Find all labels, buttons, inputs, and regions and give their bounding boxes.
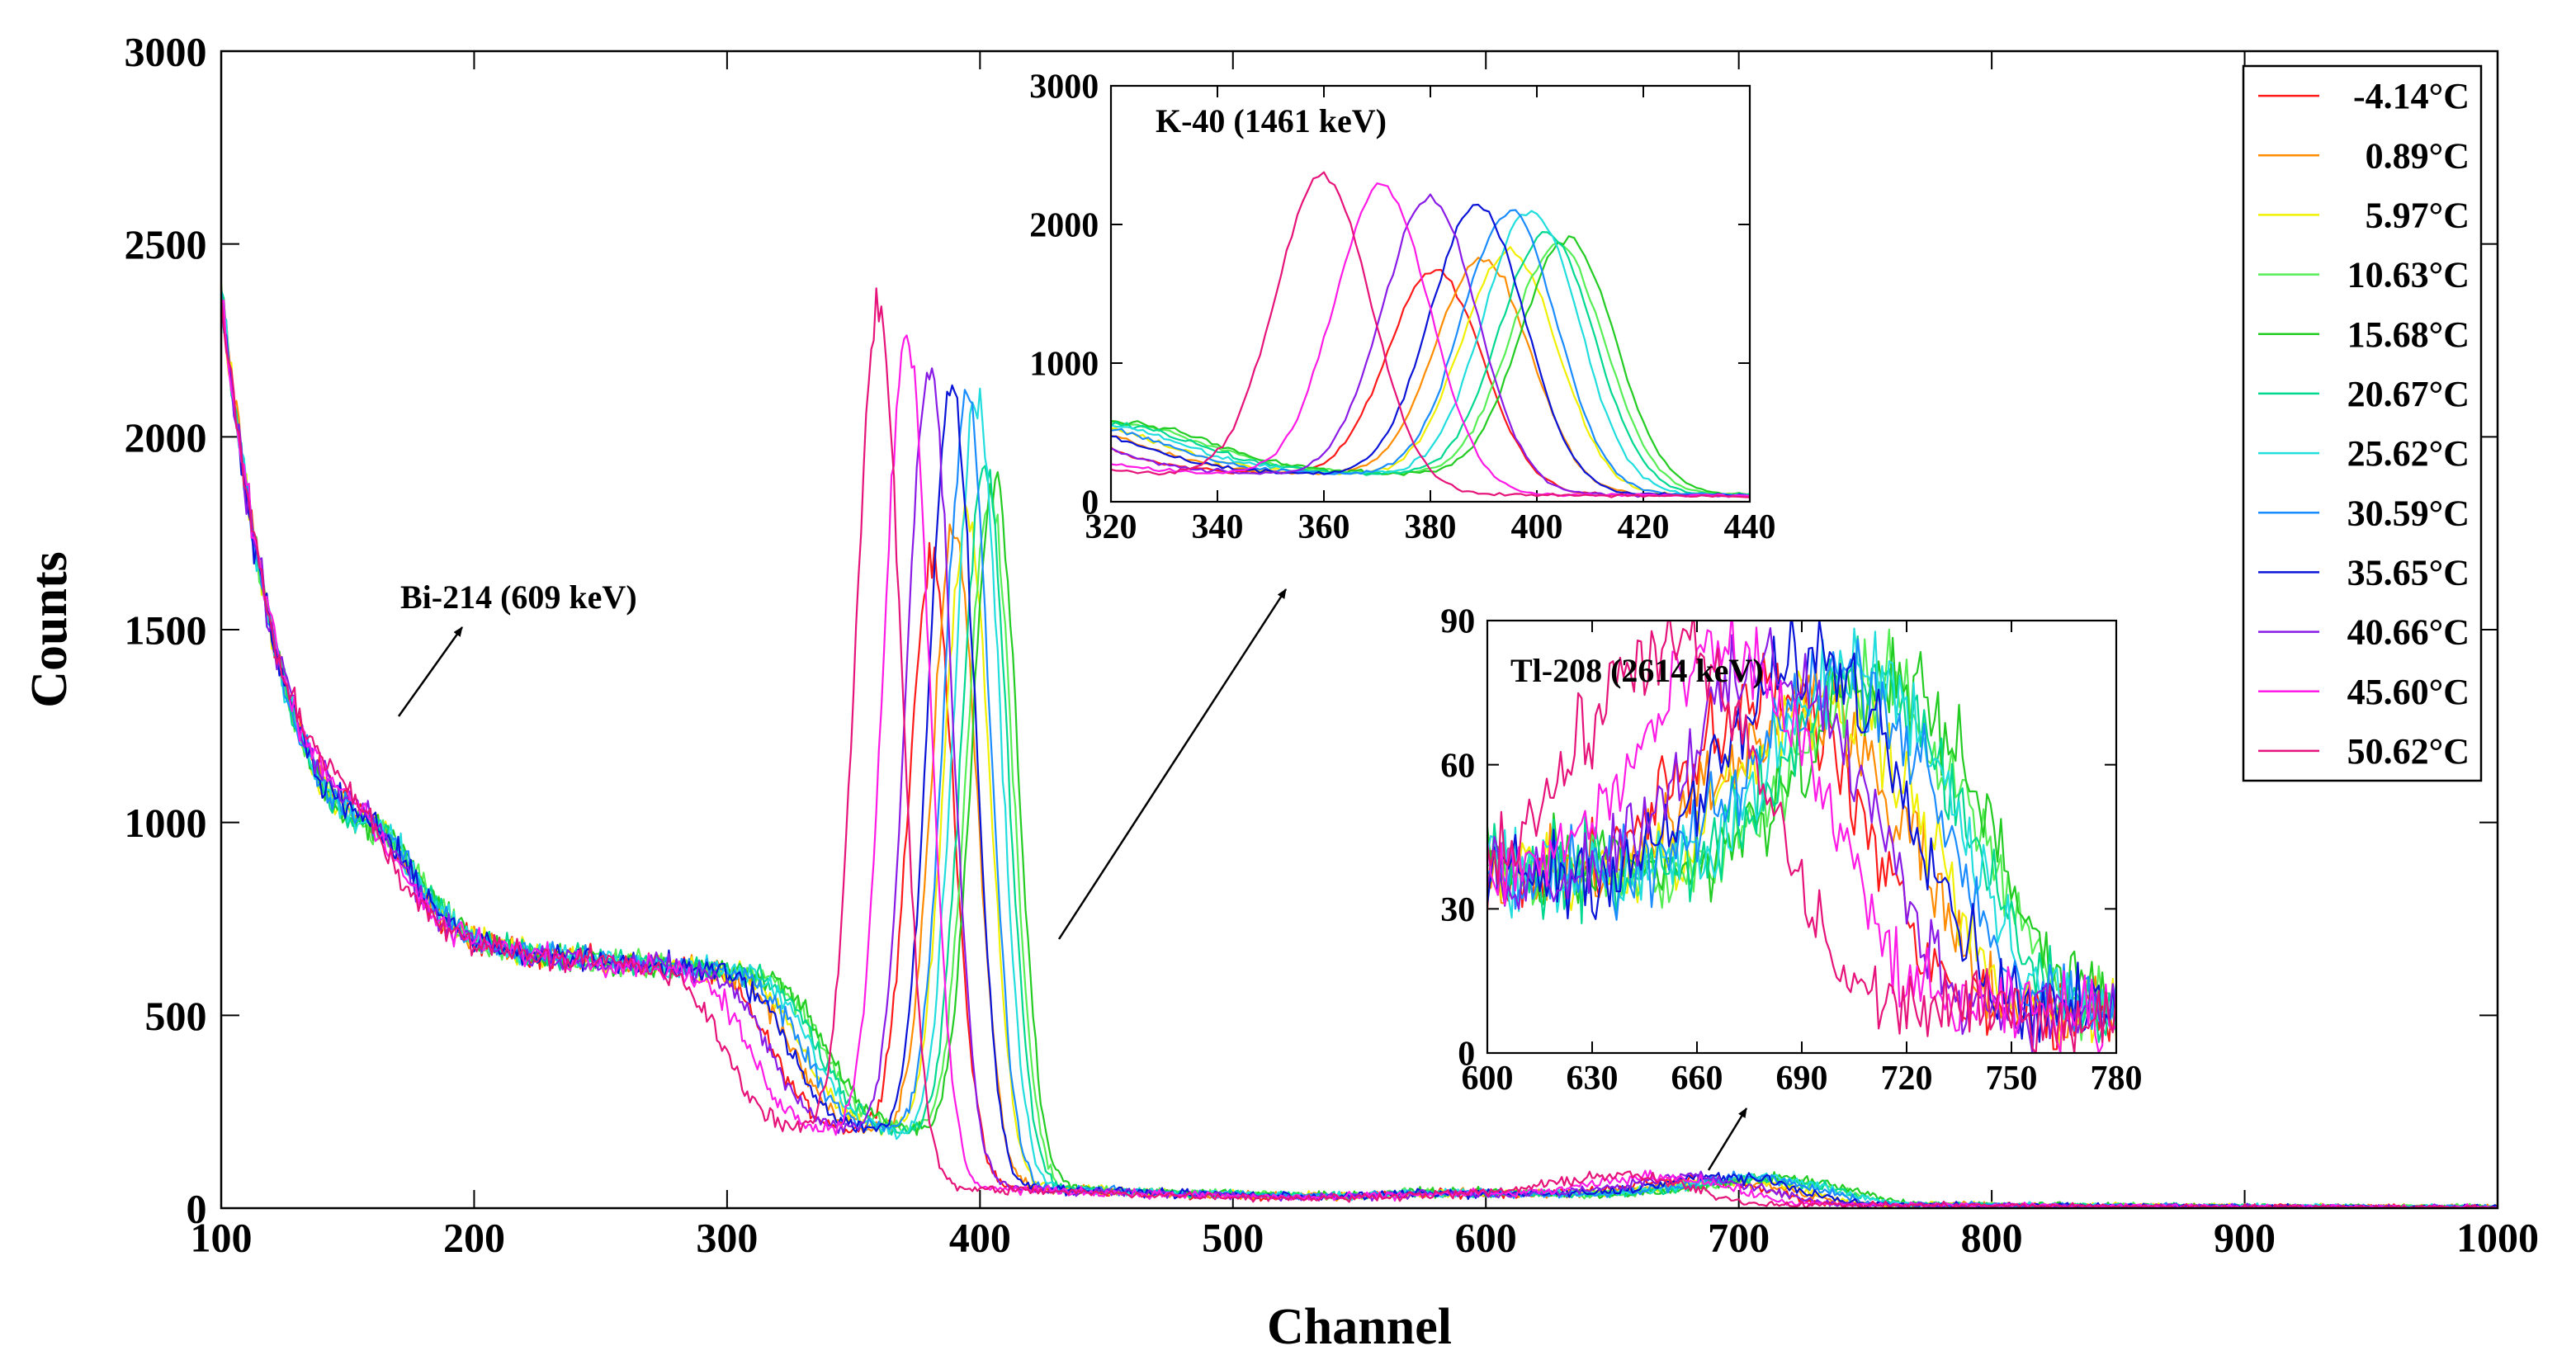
legend-entry: -4.14°C	[2353, 76, 2470, 116]
legend-entry: 0.89°C	[2366, 135, 2470, 176]
main-ytick-label: 3000	[125, 29, 207, 75]
tl208-xtick-label: 600	[1462, 1060, 1514, 1098]
k40-series-30.59°C	[1111, 209, 1750, 498]
legend-entry: 5.97°C	[2366, 195, 2470, 235]
k40-frame	[1109, 84, 1751, 503]
annotations: Bi-214 (609 keV)	[397, 578, 1748, 1171]
k40-xtick-label: 400	[1511, 508, 1563, 546]
tl208-ytick-label: 90	[1440, 603, 1475, 641]
k40-xtick-label: 380	[1405, 508, 1457, 546]
k40-ytick-label: 2000	[1029, 207, 1099, 245]
main-xtick-label: 800	[1961, 1215, 2023, 1261]
legend-entry: 10.63°C	[2347, 255, 2470, 295]
main-xtick-label: 1000	[2456, 1215, 2539, 1261]
legend-entry: 45.60°C	[2347, 672, 2470, 712]
tl208-series-45.60°C	[1487, 621, 2116, 1053]
main-series-45.60°C	[221, 300, 2498, 1208]
main-xtick-label: 700	[1708, 1215, 1770, 1261]
k40-xtick-label: 340	[1192, 508, 1244, 546]
main-xtick-label: 200	[443, 1215, 505, 1261]
tl208-arrow	[1707, 1107, 1748, 1171]
tl208-xtick-label: 720	[1881, 1060, 1933, 1098]
tl208-xtick-label: 630	[1567, 1060, 1619, 1098]
k40-series-group	[1111, 171, 1750, 498]
tl208-ytick-label: 30	[1440, 891, 1475, 929]
main-ytick-label: 2000	[125, 414, 207, 460]
tl208-ytick-label: 0	[1458, 1036, 1475, 1074]
k40-series-20.67°C	[1111, 231, 1750, 498]
tl208-xtick-label: 780	[2091, 1060, 2143, 1098]
inset-tl208-plot: 600 630 660 690 720 750 780 0 30 60 90 Tl-208 (2614…	[1440, 603, 2142, 1098]
main-xtick-label: 300	[696, 1215, 758, 1261]
legend-entry: 35.65°C	[2347, 552, 2470, 593]
tl208-series-40.66°C	[1487, 627, 2116, 1053]
tl208-frame	[1486, 619, 2118, 1055]
tl208-title: Tl-208 (2614 keV)	[1510, 652, 1764, 689]
main-xtick-label: 900	[2214, 1215, 2276, 1261]
y-axis-label: Counts	[21, 551, 78, 708]
x-axis-label: Channel	[1267, 1299, 1452, 1355]
main-series-50.62°C	[221, 287, 2498, 1208]
main-ytick-label: 1500	[125, 607, 207, 654]
legend: -4.14°C 0.89°C 5.97°C 10.63°C 15.68°C 20.67°C…	[2242, 64, 2483, 782]
k40-series-45.60°C	[1111, 182, 1750, 498]
main-ytick-label: 1000	[125, 800, 207, 846]
tl208-ytick-label: 60	[1440, 747, 1475, 785]
k40-xtick-label: 320	[1085, 508, 1137, 546]
k40-bg	[1111, 86, 1750, 502]
k40-series-50.62°C	[1111, 171, 1750, 498]
tl208-series-50.62°C	[1487, 621, 2116, 1053]
tl208-series-25.62°C	[1487, 627, 2116, 1027]
main-xtick-label: 400	[949, 1215, 1011, 1261]
k40-ytick-label: 3000	[1029, 68, 1099, 106]
tl208-series-20.67°C	[1487, 635, 2116, 1043]
k40-xtick-label: 440	[1724, 508, 1776, 546]
tl208-series-15.68°C	[1487, 636, 2116, 1026]
tl208-series-group	[1487, 621, 2116, 1053]
legend-box	[2242, 64, 2483, 782]
main-xtick-label: 100	[191, 1215, 253, 1261]
k40-series-10.63°C	[1111, 241, 1750, 497]
k40-xtick-label: 360	[1298, 508, 1350, 546]
legend-entry: 20.67°C	[2347, 374, 2470, 414]
legend-entry: 30.59°C	[2347, 493, 2470, 533]
k40-title: K-40 (1461 keV)	[1156, 102, 1387, 139]
main-ytick-label: 0	[187, 1186, 207, 1232]
legend-entry: 40.66°C	[2347, 612, 2470, 653]
k40-series-25.62°C	[1111, 210, 1750, 497]
main-ytick-label: 500	[145, 993, 207, 1039]
main-xtick-label: 600	[1455, 1215, 1517, 1261]
main-ytick-label: 2500	[125, 221, 207, 267]
tl208-xtick-label: 690	[1776, 1060, 1828, 1098]
legend-entry: 50.62°C	[2347, 731, 2470, 772]
tl208-xtick-label: 660	[1671, 1060, 1723, 1098]
bi214-arrow	[397, 626, 464, 717]
k40-xtick-label: 420	[1618, 508, 1670, 546]
bi214-label: Bi-214 (609 keV)	[400, 578, 637, 616]
k40-ytick-label: 1000	[1029, 346, 1099, 384]
k40-arrow	[1057, 588, 1288, 940]
legend-entry: 25.62°C	[2347, 433, 2470, 474]
legend-entry: 15.68°C	[2347, 314, 2470, 355]
main-frame	[220, 50, 2499, 1210]
tl208-xtick-label: 750	[1986, 1060, 2038, 1098]
k40-ytick-label: 0	[1081, 484, 1099, 522]
main-xtick-label: 500	[1202, 1215, 1264, 1261]
inset-k40-plot: 320 340 360 380 400 420 440 0 1000 2000 3000 K-40 (…	[1029, 68, 1775, 546]
